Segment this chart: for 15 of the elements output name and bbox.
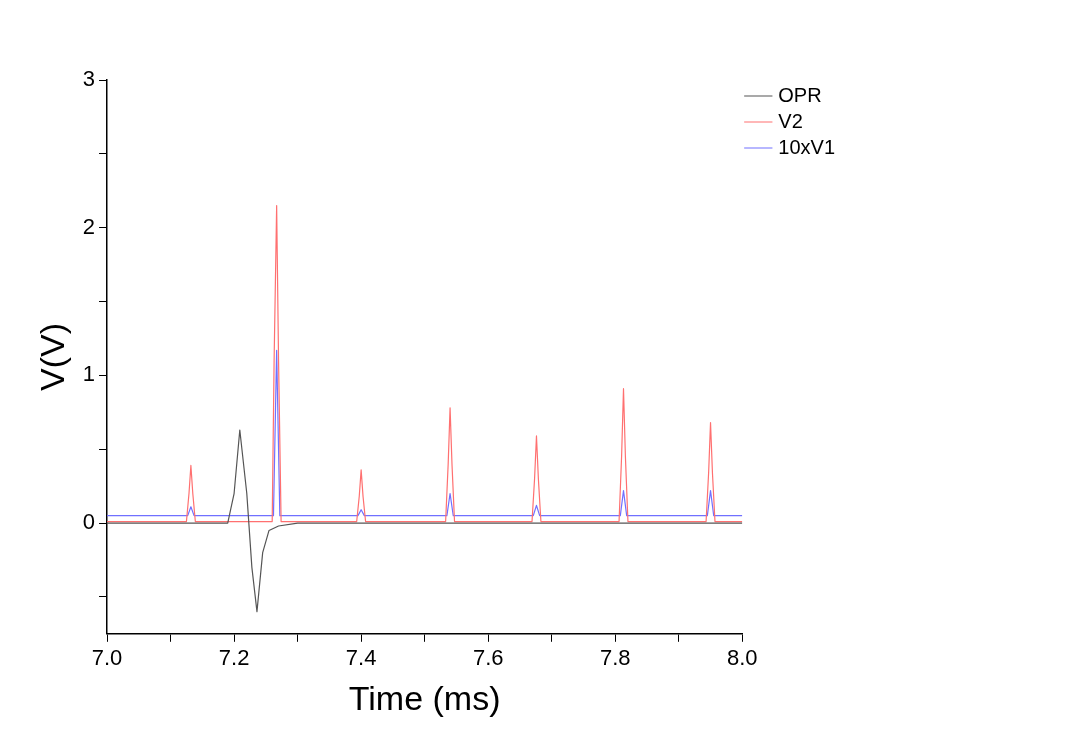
legend-label: OPR xyxy=(778,83,822,106)
x-tick-label: 7.6 xyxy=(472,645,504,671)
y-tick-label: 1 xyxy=(82,361,96,387)
legend-label: V2 xyxy=(778,109,803,132)
x-tick-label: 8.0 xyxy=(726,645,758,671)
x-axis-title: Time (ms) xyxy=(348,678,501,717)
x-tick-label: 7.8 xyxy=(599,645,631,671)
y-tick-label: 0 xyxy=(82,509,96,535)
legend-label: 10xV1 xyxy=(778,135,836,158)
y-tick-label: 2 xyxy=(82,213,96,239)
y-axis-title: V(V) xyxy=(32,322,71,391)
x-tick-label: 7.4 xyxy=(345,645,377,671)
x-tick-label: 7.2 xyxy=(218,645,250,671)
y-tick-label: 3 xyxy=(82,66,96,92)
x-tick-label: 7.0 xyxy=(91,645,123,671)
